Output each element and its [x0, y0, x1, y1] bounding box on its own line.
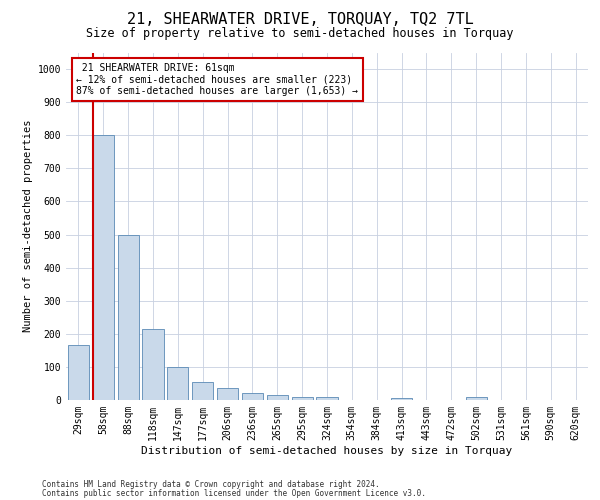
Bar: [217, 388, 238, 400]
Bar: [68, 346, 89, 400]
Bar: [242, 394, 263, 400]
Bar: [192, 382, 213, 400]
Bar: [391, 398, 412, 400]
Text: Contains public sector information licensed under the Open Government Licence v3: Contains public sector information licen…: [42, 488, 426, 498]
Bar: [316, 398, 338, 400]
Text: 21 SHEARWATER DRIVE: 61sqm
← 12% of semi-detached houses are smaller (223)
87% o: 21 SHEARWATER DRIVE: 61sqm ← 12% of semi…: [76, 63, 358, 96]
Bar: [167, 367, 188, 400]
Bar: [292, 396, 313, 400]
Bar: [466, 396, 487, 400]
Text: Contains HM Land Registry data © Crown copyright and database right 2024.: Contains HM Land Registry data © Crown c…: [42, 480, 380, 489]
X-axis label: Distribution of semi-detached houses by size in Torquay: Distribution of semi-detached houses by …: [142, 446, 512, 456]
Bar: [118, 234, 139, 400]
Text: Size of property relative to semi-detached houses in Torquay: Size of property relative to semi-detach…: [86, 28, 514, 40]
Bar: [142, 329, 164, 400]
Y-axis label: Number of semi-detached properties: Number of semi-detached properties: [23, 120, 34, 332]
Text: 21, SHEARWATER DRIVE, TORQUAY, TQ2 7TL: 21, SHEARWATER DRIVE, TORQUAY, TQ2 7TL: [127, 12, 473, 28]
Bar: [93, 135, 114, 400]
Bar: [267, 395, 288, 400]
